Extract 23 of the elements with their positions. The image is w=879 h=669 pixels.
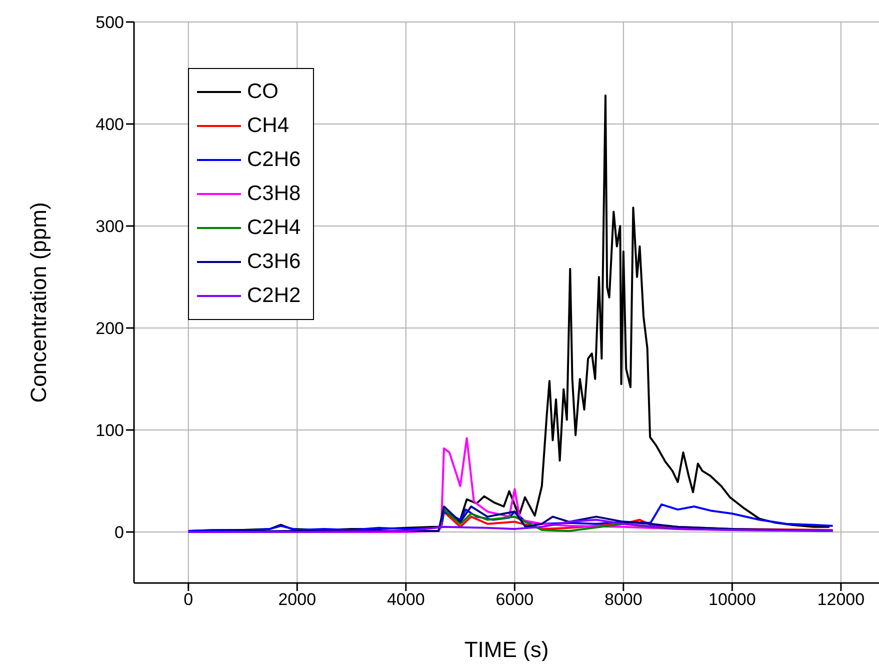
y-tick-label: 200 [96,319,124,338]
legend-label: C3H8 [247,182,301,206]
line-series [187,518,834,533]
x-tick-label: 8000 [604,590,642,610]
y-tick-label: 0 [114,523,124,542]
x-tick-label: 2000 [278,590,316,610]
legend-label: C2H6 [247,148,301,172]
line-series [438,508,679,532]
legend-label: CO [247,80,278,104]
x-tick-label: 6000 [496,590,534,610]
y-tick-label: 500 [96,13,124,32]
y-tick-label: 300 [96,217,124,236]
y-tick-label: 400 [96,115,124,134]
x-tick-label: 0 [184,590,194,610]
x-tick-label: 12000 [817,590,865,610]
y-axis-title: Concentration (ppm) [26,202,51,403]
legend-label: C2H2 [247,284,301,308]
y-tick-label: 100 [96,421,124,440]
legend-label: CH4 [247,114,290,138]
legend-label: C2H4 [247,216,301,240]
x-tick-label: 4000 [386,590,425,610]
x-tick-label: 10000 [708,590,756,610]
legend-label: C3H6 [247,250,301,274]
